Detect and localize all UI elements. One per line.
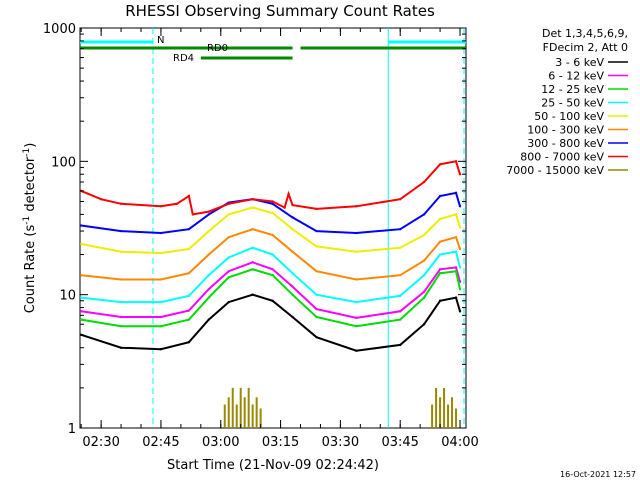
axes: 1 10 100 1000 02:30 02:45 03:00 03:15 03:30 03:45… [43, 22, 479, 450]
legend-label: 12 - 25 keV [541, 83, 604, 96]
y-tick-label: 1000 [43, 22, 76, 37]
series-line [81, 246, 461, 304]
series-100-300-keV [79, 227, 462, 281]
x-axis-label: Start Time (21-Nov-09 02:24:42) [167, 458, 379, 473]
x-tick-label: 04:00 [441, 435, 478, 450]
legend-label: 6 - 12 keV [548, 70, 604, 83]
series-7000-15000-keV [223, 387, 458, 428]
legend-label: 25 - 50 keV [541, 97, 604, 110]
series-3-6-keV [79, 293, 462, 352]
series-line [81, 261, 461, 319]
legend-label: 800 - 7000 keV [520, 151, 604, 164]
legend-label: 300 - 800 keV [527, 137, 604, 150]
x-tick-label: 03:00 [202, 435, 239, 450]
plot-area: N RD0 RD4 1 10 100 1000 02:30 02:45 03:00 03:15 03… [43, 22, 479, 450]
legend-header: FDecim 2, Att 0 [543, 41, 628, 54]
timestamp: 16-Oct-2021 12:57 [560, 470, 636, 479]
legend-label: 7000 - 15000 keV [506, 164, 604, 177]
legend-label: 3 - 6 keV [555, 56, 604, 69]
plot-frame [79, 27, 467, 429]
series-line [80, 160, 461, 216]
legend-header: Det 1,3,4,5,6,9, [542, 27, 628, 40]
series-50-100-keV [79, 206, 462, 255]
data-series [79, 160, 462, 428]
night-label: N [157, 35, 164, 46]
series-line [81, 268, 461, 328]
x-tick-label: 02:45 [142, 435, 179, 450]
series-line [81, 228, 461, 281]
x-tick-label: 03:30 [322, 435, 359, 450]
legend: Det 1,3,4,5,6,9,FDecim 2, Att 0 3 - 6 keV… [506, 27, 628, 177]
x-tick-label: 03:15 [262, 435, 299, 450]
x-tick-label: 03:45 [381, 435, 418, 450]
legend-label: 50 - 100 keV [534, 110, 604, 123]
rd0-label: RD0 [207, 43, 228, 54]
rd4-label: RD4 [173, 53, 194, 64]
series-6-12-keV [79, 261, 462, 320]
series-line [81, 206, 461, 255]
series-25-50-keV [79, 246, 462, 304]
status-flags: N RD0 RD4 [80, 28, 466, 428]
y-tick-label: 1 [68, 422, 76, 437]
y-tick-label: 100 [51, 155, 76, 170]
series-line [81, 191, 461, 235]
series-300-800-keV [79, 191, 462, 235]
series-800-7000-keV [79, 160, 462, 216]
series-12-25-keV [79, 268, 462, 328]
y-axis-label: Count Rate (s-1 detector-1) [22, 143, 38, 314]
series-line [80, 293, 461, 352]
legend-label: 100 - 300 keV [527, 124, 604, 137]
x-tick-label: 02:30 [82, 435, 119, 450]
chart-title: RHESSI Observing Summary Count Rates [125, 2, 435, 20]
y-tick-label: 10 [59, 289, 76, 304]
